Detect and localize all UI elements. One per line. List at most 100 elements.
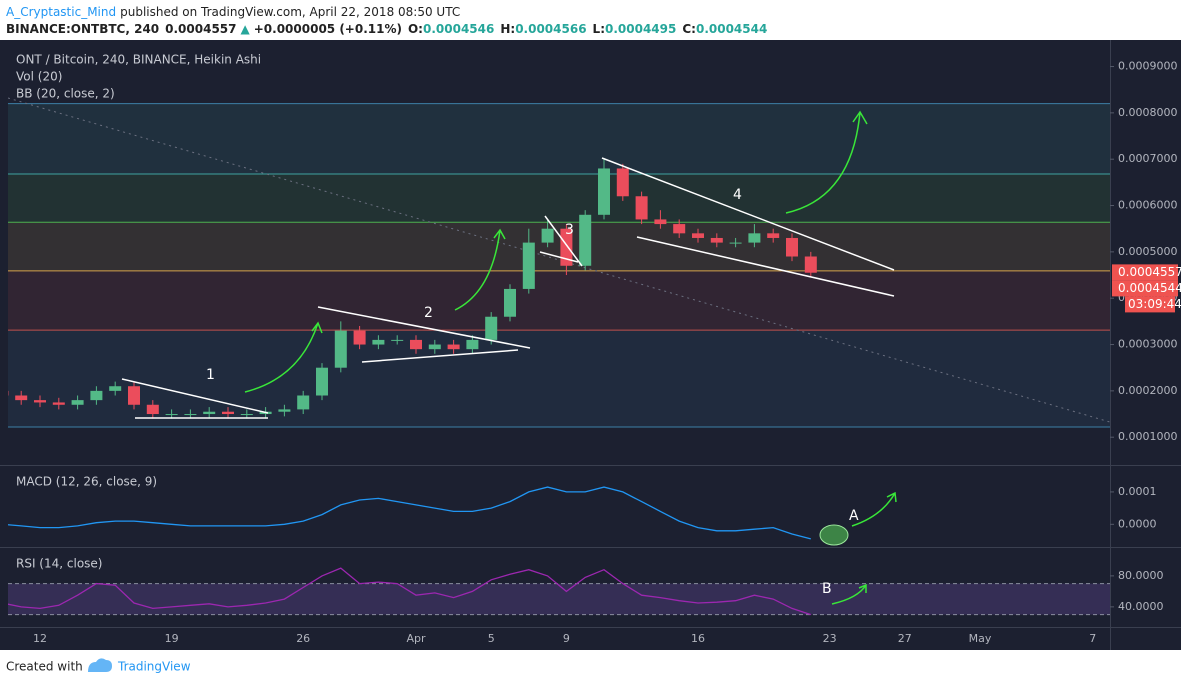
trendline: [121, 378, 269, 414]
trendline: [317, 306, 531, 349]
candle-body: [786, 237, 798, 257]
bb-legend: BB (20, close, 2): [16, 87, 115, 101]
arrows: [244, 110, 868, 393]
arrow: [244, 321, 323, 393]
trendline: [361, 349, 519, 363]
price-label: 0.0004557: [1118, 265, 1181, 279]
x-tick-label: 23: [823, 632, 837, 645]
x-tick-label: Apr: [406, 632, 426, 645]
candle-body: [278, 409, 291, 412]
candle-body: [146, 404, 159, 415]
candle-body: [804, 256, 817, 273]
arrow: [454, 228, 506, 311]
low-label: L:: [593, 22, 605, 36]
open-label: O:: [408, 22, 423, 36]
candle-body: [428, 344, 441, 350]
candle-body: [334, 330, 347, 368]
candle-body: [184, 414, 197, 416]
trend-line: [8, 97, 1110, 423]
x-tick-label: 5: [488, 632, 495, 645]
price-label-box: [1112, 280, 1178, 297]
levels: [8, 103, 1110, 428]
tradingview-logo[interactable]: TradingView: [88, 658, 191, 674]
annotation: 1: [206, 367, 215, 383]
candle-body: [560, 228, 573, 266]
y-tick-label: 0.0007000: [1118, 152, 1178, 165]
candle-body: [541, 228, 554, 243]
candle-body: [8, 390, 9, 396]
arrow: [851, 491, 897, 527]
level-zone: [8, 174, 1110, 223]
candle-body: [598, 168, 610, 215]
candle-body: [109, 386, 122, 391]
x-tick-label: 26: [296, 632, 310, 645]
trendline: [544, 215, 583, 267]
y-tick-label: 0.0003000: [1118, 338, 1178, 351]
chart-background: [0, 40, 1181, 650]
candle-body: [391, 339, 404, 341]
indicator-drawings: [819, 491, 897, 605]
close-value: 0.0004544: [696, 22, 767, 36]
y-tick-label: 80.0000: [1118, 569, 1164, 582]
y-tick-label: 0.0000: [1118, 517, 1157, 530]
x-tick-label: 9: [563, 632, 570, 645]
y-tick-label: 0.0001: [1118, 485, 1157, 498]
candle-body: [353, 330, 366, 345]
candle-body: [654, 219, 667, 225]
y-tick-label: 0.0008000: [1118, 106, 1178, 119]
candle-body: [410, 339, 422, 350]
x-tick-label: 19: [165, 632, 179, 645]
candle-body: [635, 196, 648, 220]
annotation: A: [849, 508, 859, 524]
logo-cloud: [88, 658, 112, 672]
x-tick-label: 27: [898, 632, 912, 645]
candle-body: [447, 344, 460, 350]
candles: [8, 159, 817, 419]
candle-body: [34, 400, 46, 403]
candle-body: [504, 288, 516, 317]
candle-body: [673, 224, 686, 234]
candle-body: [297, 395, 310, 410]
high-value: 0.0004566: [515, 22, 586, 36]
series-legend: ONT / Bitcoin, 240, BINANCE, Heikin Ashi: [16, 53, 261, 67]
annotation: 2: [424, 305, 433, 321]
high-label: H:: [500, 22, 515, 36]
brand: TradingView: [117, 660, 191, 674]
macd-line: [8, 486, 811, 540]
candle-body: [316, 367, 328, 396]
candle-body: [90, 390, 103, 401]
low-value: 0.0004495: [605, 22, 676, 36]
candle-body: [52, 402, 65, 405]
author-link[interactable]: A_Cryptastic_Mind: [6, 5, 116, 19]
x-tick-label: 16: [691, 632, 705, 645]
x-tick-label: May: [969, 632, 992, 645]
drawings: [121, 157, 895, 419]
rsi-band: [8, 583, 1110, 615]
candle-body: [240, 414, 253, 416]
level-zone: [8, 330, 1110, 428]
candle-body: [748, 233, 761, 243]
published: published on TradingView.com, April 22, …: [120, 5, 460, 19]
candle-body: [767, 233, 780, 238]
candle-body: [15, 395, 28, 401]
level-zone: [8, 222, 1110, 271]
candle-body: [372, 339, 385, 345]
y-tick-label: 0.0005000: [1118, 245, 1178, 258]
macd-legend: MACD (12, 26, close, 9): [16, 475, 157, 489]
level-zone: [8, 103, 1110, 175]
candle-body: [165, 414, 178, 416]
rsi-line: [8, 567, 812, 616]
x-tick-label: 12: [33, 632, 47, 645]
candle-body: [71, 400, 84, 405]
created-with: Created with: [6, 660, 83, 674]
main-pane: [8, 97, 1110, 428]
candle-body: [128, 386, 140, 405]
candle-body: [485, 316, 498, 340]
price-label: 0.0004544: [1118, 281, 1181, 295]
x-tick-label: 7: [1089, 632, 1096, 645]
trendline: [636, 236, 895, 297]
volume-legend: Vol (20): [16, 70, 62, 84]
y-tick-label: 0.0002000: [1118, 384, 1178, 397]
symbol: BINANCE:ONTBTC, 240: [6, 22, 159, 36]
